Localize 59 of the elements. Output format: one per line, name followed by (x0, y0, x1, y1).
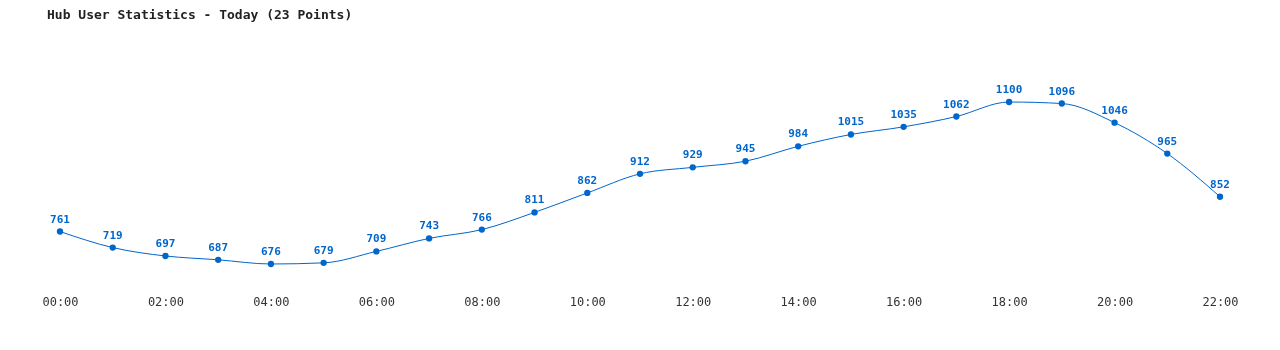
data-label: 1015 (837, 115, 865, 129)
point (1111, 119, 1118, 126)
x-tick-label: 04:00 (253, 294, 290, 309)
data-label: 709 (366, 232, 387, 246)
x-tick-label: 18:00 (991, 294, 1028, 309)
point (373, 248, 380, 255)
point (584, 189, 591, 197)
data-label: 1062 (943, 97, 970, 111)
data-label: 761 (50, 212, 71, 226)
point (531, 209, 538, 216)
point (215, 256, 222, 263)
point (636, 170, 644, 177)
data-label: 862 (577, 173, 598, 187)
data-label: 1046 (1101, 103, 1129, 117)
chart-title: Hub User Statistics - Today (23 Points) (47, 7, 353, 22)
x-tick-label: 14:00 (780, 294, 817, 309)
point (795, 143, 802, 150)
point (900, 123, 907, 130)
data-label: 965 (1157, 134, 1178, 148)
point (1216, 193, 1224, 200)
x-tick-label: 00:00 (42, 294, 79, 309)
x-tick-label: 10:00 (569, 294, 606, 309)
data-label: 912 (630, 154, 650, 168)
data-label: 679 (313, 243, 334, 257)
point (1005, 98, 1013, 106)
point (847, 131, 855, 138)
data-label: 1096 (1048, 84, 1076, 98)
data-label: 852 (1210, 177, 1230, 191)
data-label: 929 (682, 148, 703, 162)
point (689, 164, 696, 171)
x-tick-label: 12:00 (675, 294, 712, 309)
data-label: 687 (208, 240, 229, 254)
data-label: 945 (735, 142, 756, 156)
x-tick-label: 02:00 (147, 294, 185, 309)
x-tick-label: 20:00 (1096, 294, 1134, 309)
point (425, 235, 433, 242)
data-label: 743 (419, 219, 440, 233)
data-label: 719 (102, 228, 123, 242)
data-label: 676 (260, 245, 282, 258)
data-label: 811 (524, 193, 545, 207)
point (478, 226, 485, 233)
point (320, 259, 327, 267)
point (1058, 100, 1065, 107)
data-label: 1035 (890, 107, 917, 121)
point (1164, 150, 1171, 157)
x-tick-label: 06:00 (358, 294, 395, 309)
x-tick-label: 08:00 (464, 294, 501, 309)
point (267, 260, 275, 268)
data-label: 766 (471, 210, 493, 224)
x-tick-label: 16:00 (886, 294, 923, 309)
point (953, 113, 960, 120)
x-tick-label: 22:00 (1202, 294, 1239, 309)
point (56, 228, 64, 235)
point (162, 252, 169, 260)
data-label: 697 (155, 236, 176, 250)
point (742, 158, 749, 165)
point (109, 244, 116, 251)
data-label: 984 (788, 127, 809, 141)
data-label: 1100 (995, 83, 1023, 96)
